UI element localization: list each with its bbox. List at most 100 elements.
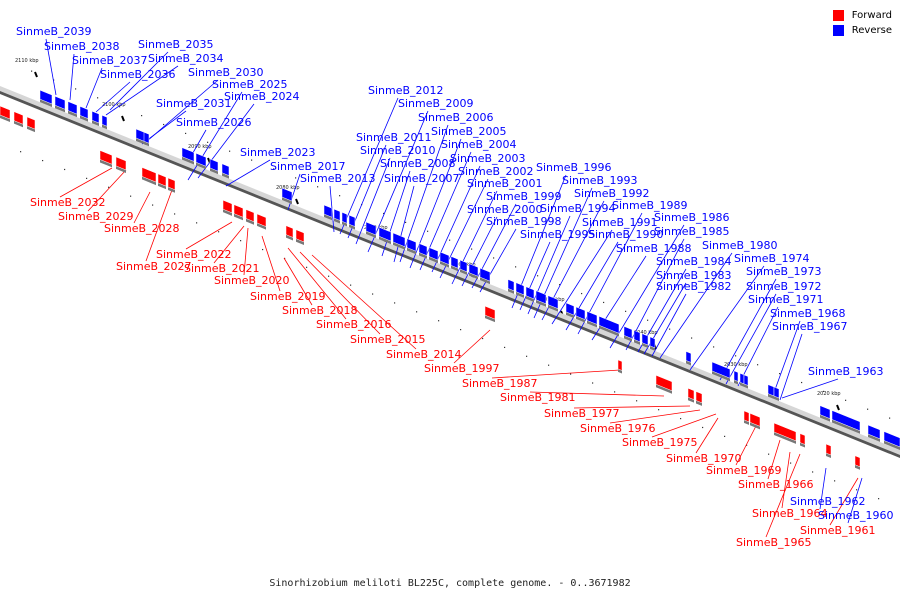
gene-block-reverse [547, 295, 559, 312]
minor-tick-dot [713, 346, 715, 348]
gene-body [450, 256, 459, 269]
gene-shadow [393, 241, 405, 250]
leader-line [725, 293, 777, 385]
gene-label: SinmeB_1990 [588, 228, 664, 241]
leader-line [355, 157, 391, 245]
gene-label: SinmeB_2018 [282, 304, 358, 317]
minor-tick-dot [669, 328, 671, 330]
minor-tick-dot [559, 284, 561, 286]
gene-block-reverse [685, 351, 692, 366]
gene-label: SinmeB_2006 [418, 111, 494, 124]
minor-tick-dot [427, 230, 429, 232]
minor-tick-dot [86, 177, 88, 179]
gene-label: SinmeB_1966 [738, 478, 814, 491]
leader-line [527, 215, 571, 315]
minor-tick-dot [757, 364, 759, 366]
gene-label: SinmeB_1976 [580, 422, 656, 435]
leader-line [299, 251, 381, 335]
gene-shadow [469, 272, 478, 280]
gene-block-reverse [341, 211, 348, 227]
gene-shadow [508, 288, 514, 294]
gene-shadow [740, 382, 744, 387]
gene-shadow [196, 162, 206, 170]
minor-tick-dot [130, 195, 132, 197]
leader-line [419, 151, 472, 271]
gene-block-reverse [773, 386, 780, 402]
leader-line [85, 67, 103, 109]
gene-label: SinmeB_2012 [368, 84, 444, 97]
gene-body [825, 443, 832, 456]
gene-label: SinmeB_1988 [616, 242, 692, 255]
minor-tick-dot [75, 88, 77, 90]
gene-block-forward [295, 229, 305, 245]
leader-line [197, 103, 255, 179]
minor-tick-dot [724, 435, 726, 437]
gene-block-reverse [733, 370, 739, 385]
gene-body [285, 225, 294, 238]
gene-body [67, 101, 78, 115]
gene-body [547, 295, 559, 310]
gene-block-reverse [649, 336, 656, 351]
gene-body [323, 204, 333, 218]
gene-label: SinmeB_1984 [656, 255, 732, 268]
gene-body [428, 247, 439, 261]
minor-tick-dot [812, 471, 814, 473]
leader-line [781, 451, 791, 509]
gene-label: SinmeB_1993 [562, 174, 638, 187]
gene-label: SinmeB_2000 [467, 203, 543, 216]
gene-label: SinmeB_1982 [656, 280, 732, 293]
leader-line [689, 265, 765, 371]
gene-block-reverse [468, 263, 479, 280]
leader-line [145, 79, 219, 143]
gene-body [13, 111, 24, 125]
minor-tick-dot [273, 168, 275, 170]
gene-body [141, 167, 157, 183]
legend-swatch-reverse [832, 25, 844, 36]
gene-label: SinmeB_1980 [702, 239, 778, 252]
gene-block-reverse [181, 147, 195, 165]
minor-tick-dot [163, 123, 165, 126]
leader-line [283, 257, 313, 306]
gene-label: SinmeB_2010 [360, 144, 436, 157]
gene-shadow [210, 167, 218, 175]
minor-tick-dot [504, 346, 506, 349]
gene-shadow [744, 383, 748, 389]
gene-body [221, 163, 230, 176]
leader-line [779, 333, 803, 401]
minor-tick-dot [834, 480, 836, 482]
leader-line [45, 38, 57, 96]
minor-tick-dot [768, 453, 770, 455]
gene-shadow [774, 432, 796, 444]
gene-body [91, 110, 100, 124]
gene-block-reverse [450, 256, 459, 272]
leader-line [105, 65, 179, 116]
gene-label: SinmeB_2017 [270, 160, 346, 173]
gene-label: SinmeB_1987 [462, 377, 538, 390]
gene-block-reverse [598, 315, 620, 337]
gene-body [586, 311, 598, 325]
gene-block-reverse [281, 187, 293, 205]
gene-label: SinmeB_2011 [356, 131, 432, 144]
gene-block-forward [157, 173, 167, 190]
gene-block-forward [695, 391, 703, 406]
gene-shadow [768, 393, 774, 400]
gene-label: SinmeB_1983 [656, 269, 732, 282]
minor-tick-dot [317, 186, 319, 188]
gene-body [233, 204, 244, 218]
minor-tick-dot [636, 400, 638, 402]
leader-line [243, 227, 249, 276]
minor-tick-dot [548, 364, 550, 366]
gene-block-forward [99, 150, 113, 168]
gene-block-reverse [767, 384, 775, 400]
gene-body [222, 199, 233, 214]
gene-label: SinmeB_2032 [30, 196, 106, 209]
gene-label: SinmeB_1961 [800, 524, 876, 537]
gene-block-reverse [633, 330, 641, 345]
gene-body [439, 251, 450, 265]
gene-body [687, 387, 695, 401]
gene-label: SinmeB_1989 [612, 199, 688, 212]
gene-body [101, 114, 108, 127]
gene-body [418, 243, 428, 257]
gene-body [743, 410, 750, 423]
